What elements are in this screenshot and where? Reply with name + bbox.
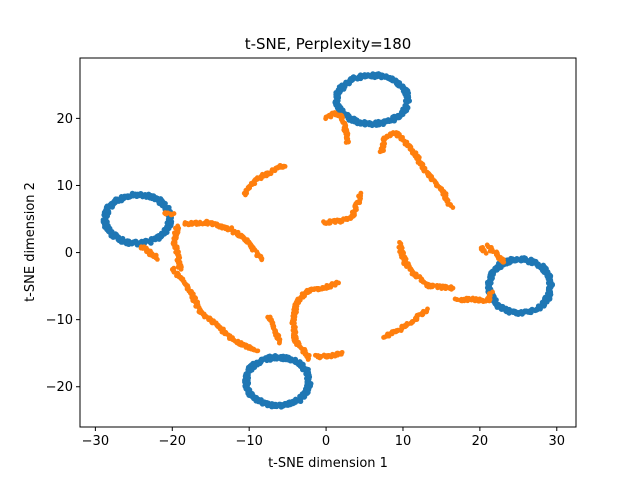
x-tick-label: 20 <box>472 434 489 449</box>
data-point <box>140 246 146 251</box>
data-point <box>167 217 174 224</box>
data-point <box>336 280 341 286</box>
data-point <box>255 348 261 354</box>
x-tick-label: 10 <box>395 434 412 449</box>
data-point <box>442 286 448 291</box>
data-point <box>483 250 489 256</box>
data-point <box>490 289 495 295</box>
data-point <box>308 380 314 387</box>
x-tick-label: 30 <box>549 434 566 449</box>
data-point <box>178 266 184 272</box>
cluster-curve <box>381 306 430 340</box>
data-point <box>154 256 160 262</box>
data-point <box>406 98 413 104</box>
cluster-curve <box>313 349 345 361</box>
cluster-curve <box>478 245 489 256</box>
data-point <box>259 257 265 263</box>
data-point <box>343 140 349 145</box>
cluster-curve <box>323 110 351 145</box>
cluster-curve <box>265 314 283 346</box>
data-point <box>547 282 554 288</box>
x-axis-label: t-SNE dimension 1 <box>268 456 388 471</box>
cluster-curve <box>452 289 495 305</box>
data-point <box>358 190 364 196</box>
cluster-curve <box>377 130 456 210</box>
data-point <box>338 351 344 357</box>
cluster-curve <box>138 244 160 262</box>
cluster-ring <box>332 71 413 129</box>
cluster-curve <box>321 190 364 227</box>
cluster-ring <box>484 255 555 317</box>
y-axis-label: t-SNE dimension 2 <box>23 182 38 302</box>
data-point <box>162 210 168 216</box>
cluster-curve <box>182 218 265 263</box>
x-axis: −30 −20 −10 0 10 20 30 <box>82 427 565 449</box>
y-tick-label: −10 <box>46 313 73 328</box>
cluster-curve <box>241 162 288 198</box>
x-tick-label: −20 <box>159 434 186 449</box>
y-tick-label: 0 <box>65 246 73 261</box>
plot-frame <box>79 57 577 428</box>
y-axis: −20 −10 0 10 20 <box>46 112 80 395</box>
y-tick-label: 10 <box>56 179 73 194</box>
y-tick-label: 20 <box>56 112 73 127</box>
data-point <box>450 285 456 291</box>
cluster-curve <box>169 265 261 354</box>
cluster-curve <box>170 223 184 272</box>
data-point <box>450 205 456 210</box>
y-tick-label: −20 <box>46 380 73 395</box>
cluster-curve <box>484 242 507 265</box>
x-tick-label: −10 <box>235 434 262 449</box>
cluster-ring <box>242 353 314 410</box>
series-orange-curves <box>138 110 507 362</box>
data-point <box>265 314 271 320</box>
cluster-ring <box>100 190 175 248</box>
cluster-curve <box>289 279 341 362</box>
data-point <box>282 164 288 169</box>
x-tick-label: −30 <box>82 434 109 449</box>
data-point <box>171 269 177 275</box>
cluster-curve <box>162 210 177 218</box>
plot-area <box>100 71 555 410</box>
cluster-curve <box>396 239 456 292</box>
chart-title: t-SNE, Perplexity=180 <box>245 35 412 53</box>
data-point <box>500 259 506 265</box>
data-point <box>425 306 430 312</box>
x-tick-label: 0 <box>322 434 330 449</box>
